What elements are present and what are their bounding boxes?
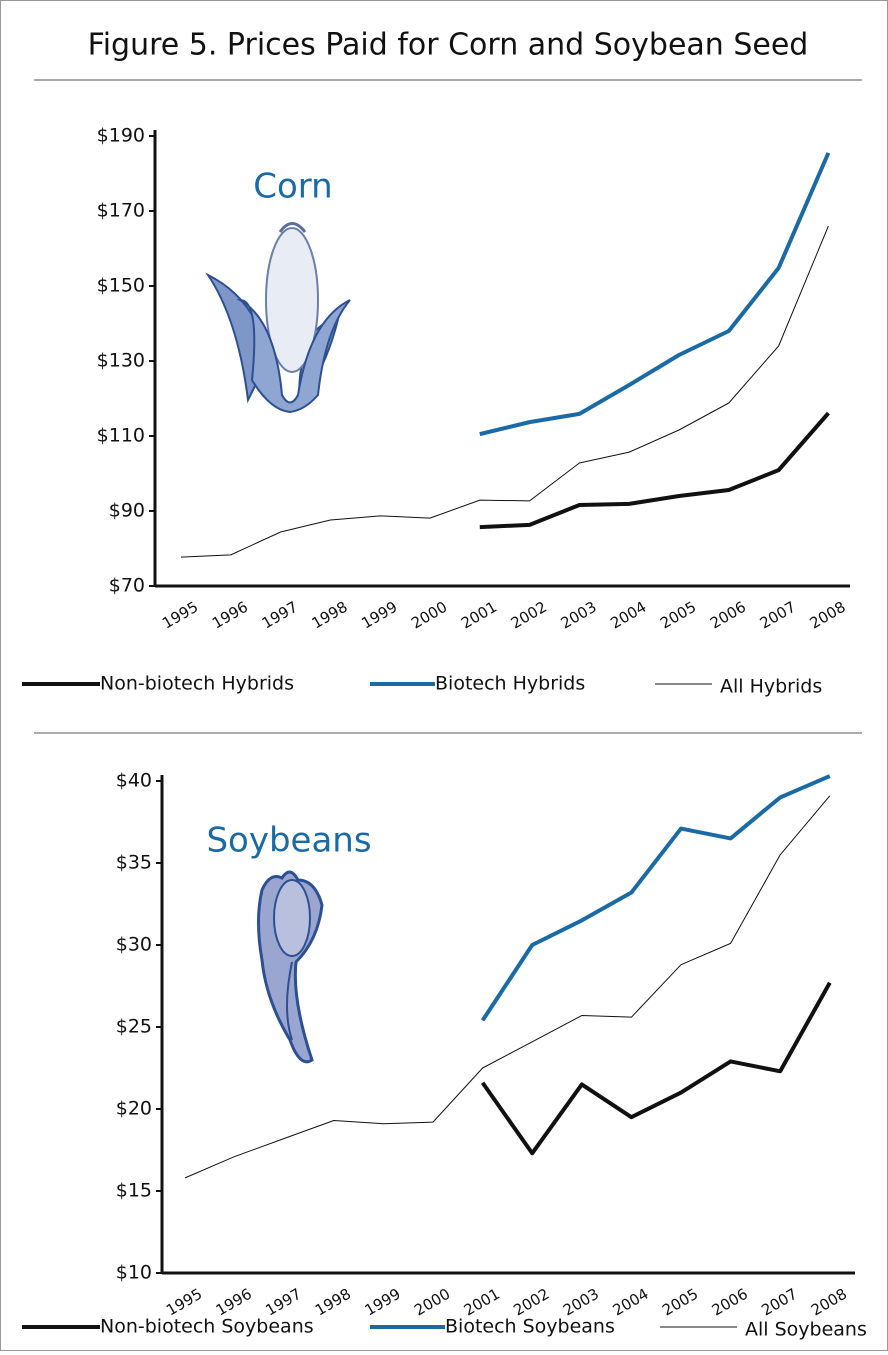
series-line: [480, 981, 832, 1156]
y-tick-label: $150: [97, 275, 145, 297]
series-line: [184, 795, 831, 1179]
soybean-icon: [257, 870, 324, 1064]
annotation: Corn: [253, 167, 332, 207]
legend-label: Non-biotech Hybrids: [100, 673, 294, 695]
y-tick-label: $40: [116, 770, 152, 792]
series-line: [480, 774, 831, 1022]
corn-icon: [205, 222, 351, 414]
y-tick-label: $110: [97, 425, 145, 447]
y-tick-label: $70: [109, 575, 145, 597]
y-tick-label: $90: [109, 500, 145, 522]
legend-label: All Hybrids: [720, 676, 822, 698]
y-tick-label: $25: [116, 1016, 152, 1038]
y-tick-label: $15: [116, 1180, 152, 1202]
figure-title: Figure 5. Prices Paid for Corn and Soybe…: [88, 28, 809, 63]
y-tick-label: $10: [116, 1262, 152, 1284]
y-tick-label: $30: [116, 934, 152, 956]
legend-label: All Soybeans: [745, 1319, 867, 1341]
legend-label: Biotech Soybeans: [445, 1316, 615, 1338]
y-tick-label: $130: [97, 350, 145, 372]
series-line: [479, 411, 830, 530]
series-line: [479, 152, 831, 437]
y-tick-label: $20: [116, 1098, 152, 1120]
y-tick-label: $35: [116, 852, 152, 874]
y-tick-label: $190: [97, 125, 145, 147]
annotation: Soybeans: [206, 821, 371, 861]
y-tick-label: $170: [97, 200, 145, 222]
series-line: [180, 225, 829, 558]
legend-label: Biotech Hybrids: [435, 673, 585, 695]
legend-label: Non-biotech Soybeans: [100, 1316, 314, 1338]
